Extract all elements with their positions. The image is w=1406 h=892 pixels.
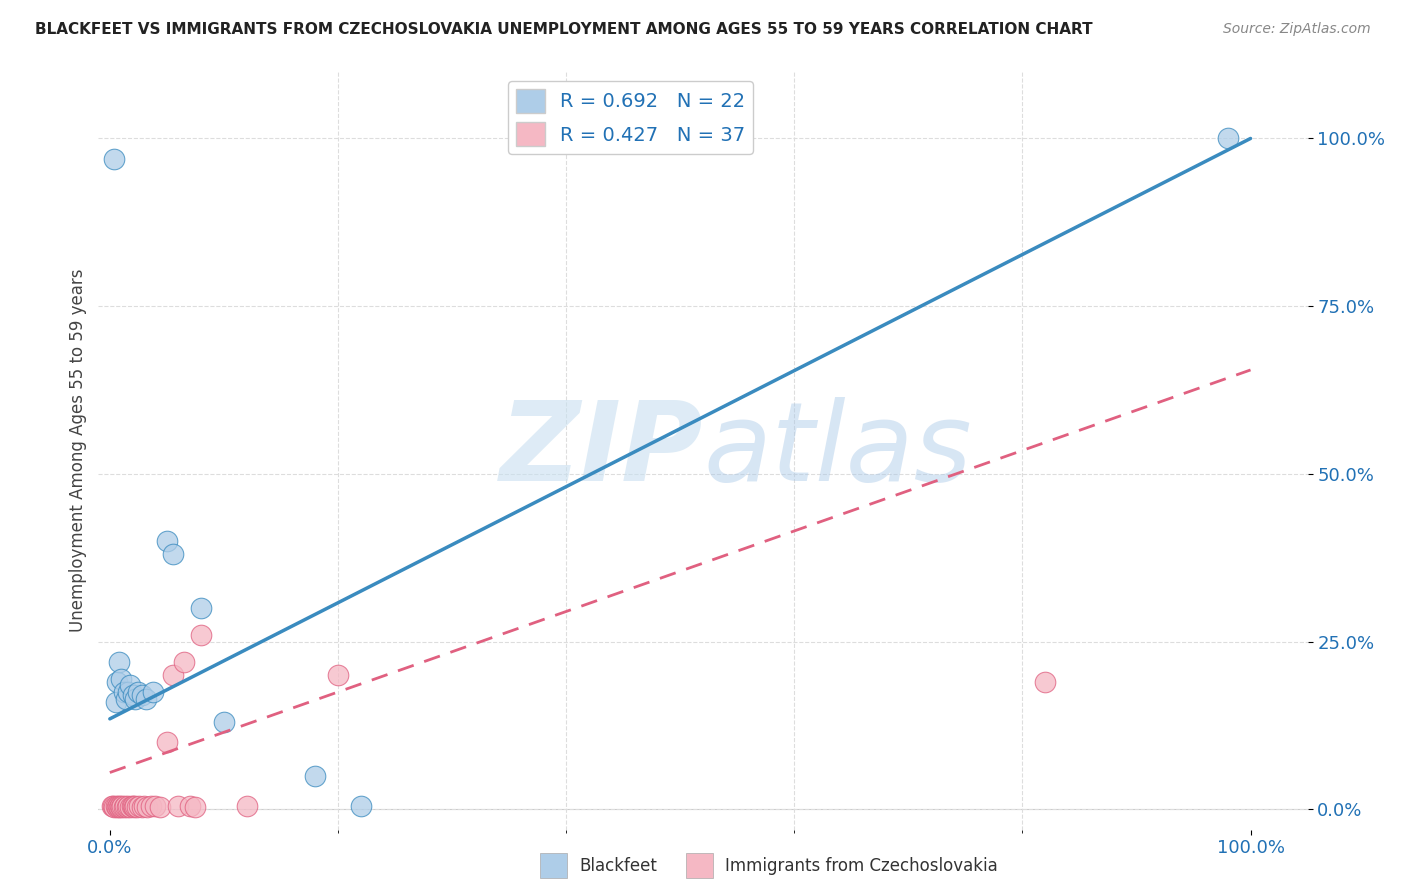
Point — [103, 152, 125, 166]
Point — [107, 799, 129, 814]
Point — [1033, 675, 1056, 690]
Point — [110, 672, 132, 686]
Point — [108, 799, 131, 814]
Point — [173, 655, 195, 669]
Point — [124, 799, 146, 814]
Point — [136, 800, 159, 814]
Point — [142, 685, 165, 699]
Point — [120, 800, 142, 814]
Point — [149, 800, 172, 814]
Point — [103, 799, 125, 814]
Point — [131, 800, 153, 814]
Point — [190, 601, 212, 615]
Point — [117, 685, 139, 699]
Y-axis label: Unemployment Among Ages 55 to 59 years: Unemployment Among Ages 55 to 59 years — [69, 268, 87, 632]
Point — [127, 800, 149, 814]
Point — [131, 689, 153, 703]
Point — [156, 534, 179, 549]
Point — [212, 715, 235, 730]
Point — [145, 799, 167, 814]
Point — [117, 799, 139, 814]
Text: Immigrants from Czechoslovakia: Immigrants from Czechoslovakia — [725, 856, 998, 875]
Point — [114, 691, 136, 706]
Point — [114, 799, 136, 814]
Text: atlas: atlas — [703, 397, 972, 504]
Point — [108, 655, 131, 669]
Point — [111, 799, 134, 814]
Point — [101, 799, 124, 814]
Point — [1216, 131, 1239, 145]
Point — [167, 799, 190, 814]
Point — [128, 799, 150, 814]
Point — [326, 668, 349, 682]
Point — [110, 800, 132, 814]
Point — [115, 800, 138, 814]
Text: BLACKFEET VS IMMIGRANTS FROM CZECHOSLOVAKIA UNEMPLOYMENT AMONG AGES 55 TO 59 YEA: BLACKFEET VS IMMIGRANTS FROM CZECHOSLOVA… — [35, 22, 1092, 37]
Point — [105, 800, 128, 814]
Point — [105, 675, 128, 690]
Point — [184, 800, 207, 814]
Text: ZIP: ZIP — [499, 397, 703, 504]
Point — [179, 799, 201, 814]
Point — [122, 800, 145, 814]
Point — [112, 800, 135, 814]
Point — [162, 548, 184, 562]
Point — [120, 678, 142, 692]
Point — [190, 628, 212, 642]
Point — [104, 799, 127, 814]
Text: Source: ZipAtlas.com: Source: ZipAtlas.com — [1223, 22, 1371, 37]
Point — [127, 685, 149, 699]
Legend: R = 0.692   N = 22, R = 0.427   N = 37: R = 0.692 N = 22, R = 0.427 N = 37 — [508, 81, 754, 153]
Point — [124, 691, 146, 706]
Point — [121, 689, 143, 703]
Text: Blackfeet: Blackfeet — [579, 856, 657, 875]
Point — [103, 800, 125, 814]
Point — [104, 695, 127, 709]
Point — [162, 668, 184, 682]
Point — [135, 691, 157, 706]
Point — [121, 799, 143, 814]
FancyBboxPatch shape — [686, 853, 713, 878]
Point — [235, 799, 257, 814]
Point — [139, 799, 162, 814]
Point — [350, 799, 373, 814]
Point — [304, 769, 326, 783]
Point — [156, 735, 179, 749]
Point — [132, 799, 155, 814]
Point — [121, 799, 143, 814]
Point — [108, 800, 131, 814]
FancyBboxPatch shape — [540, 853, 568, 878]
Point — [112, 685, 135, 699]
